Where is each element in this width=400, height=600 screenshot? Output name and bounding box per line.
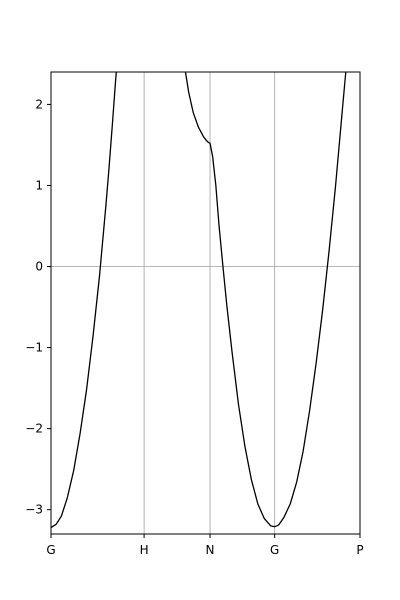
axes-frame: [50, 71, 361, 535]
x-tick-label: H: [140, 543, 149, 557]
grid-lines: [51, 72, 360, 534]
y-tick-label: −2: [25, 422, 43, 436]
y-tick-label: −3: [25, 503, 43, 517]
data-series: [51, 72, 347, 529]
y-tick-label: −1: [25, 341, 43, 355]
y-tick-label: 2: [35, 97, 43, 111]
y-tick-label: 0: [35, 260, 43, 274]
x-tick-label: P: [356, 543, 363, 557]
band-line-2: [184, 72, 347, 528]
axis-ticks: G H N G P −3 −2 −1 0 1 2: [25, 97, 363, 557]
band-line-1: [51, 72, 117, 529]
x-tick-label: G: [46, 543, 55, 557]
x-tick-label: N: [206, 543, 215, 557]
y-tick-label: 1: [35, 178, 43, 192]
x-tick-label: G: [270, 543, 279, 557]
